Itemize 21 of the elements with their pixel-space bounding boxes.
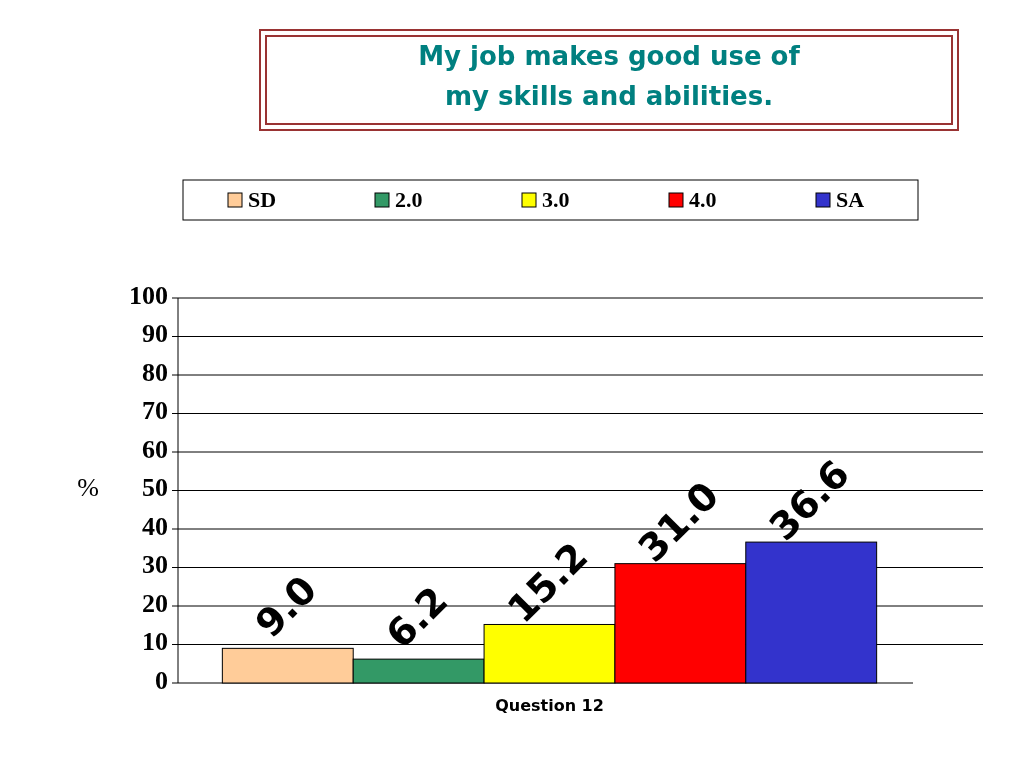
y-tick-label: 50: [142, 473, 168, 503]
data-label: 6.2: [377, 578, 457, 657]
y-tick-label: 10: [142, 627, 168, 657]
legend-label: SA: [836, 187, 865, 212]
legend-label: SD: [248, 187, 277, 212]
y-tick-label: 70: [142, 396, 168, 426]
y-axis-title: %: [77, 473, 99, 503]
y-tick-label: 0: [155, 665, 168, 695]
chart-title: My job makes good use of my skills and abilities.: [418, 41, 801, 111]
y-tick-label: 40: [142, 511, 168, 541]
y-tick-label: 60: [142, 434, 168, 464]
y-tick-label: 20: [142, 588, 168, 618]
legend-label: 2.0: [395, 187, 423, 212]
x-tick-label: Question 12: [495, 696, 604, 715]
y-tick-label: 30: [142, 550, 168, 580]
y-tick-label: 100: [129, 280, 168, 310]
legend-label: 3.0: [542, 187, 570, 212]
data-label: 9.0: [246, 567, 326, 646]
legend-label: 4.0: [689, 187, 717, 212]
y-tick-label: 80: [142, 357, 168, 387]
y-tick-label: 90: [142, 319, 168, 349]
